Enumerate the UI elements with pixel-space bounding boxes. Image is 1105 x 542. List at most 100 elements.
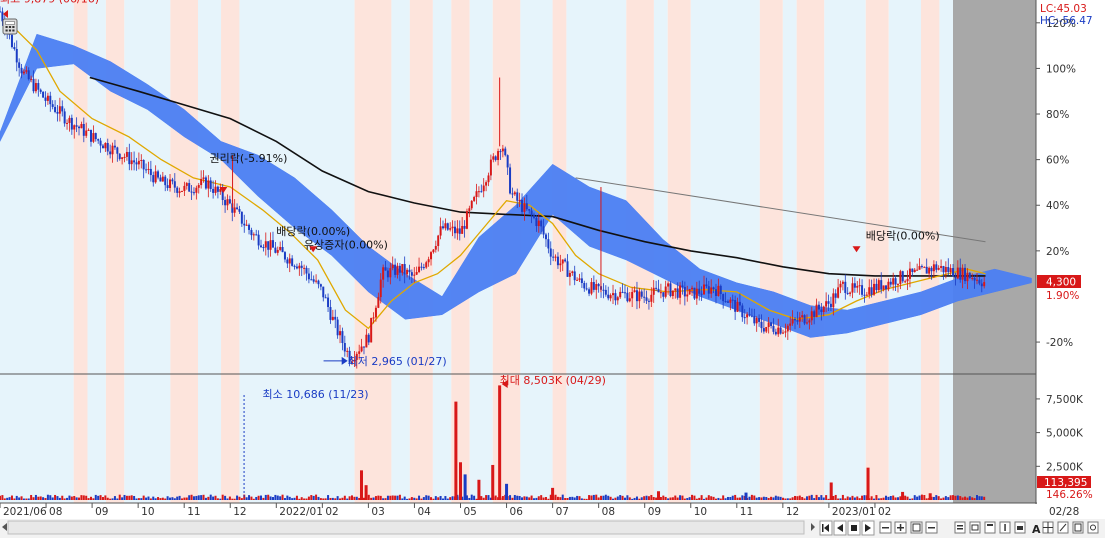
candle bbox=[489, 159, 492, 176]
candle bbox=[554, 256, 557, 258]
window-icon[interactable] bbox=[984, 521, 996, 534]
zoom-out-icon[interactable] bbox=[879, 521, 892, 534]
volume-bar bbox=[61, 495, 64, 500]
volume-bar bbox=[339, 498, 342, 500]
table-icon[interactable] bbox=[1072, 521, 1084, 534]
panel-icon[interactable] bbox=[1014, 521, 1026, 534]
volume-bar bbox=[940, 498, 943, 500]
volume-bar bbox=[937, 496, 940, 500]
candle bbox=[947, 266, 950, 273]
scroll-left-icon[interactable] bbox=[2, 523, 7, 531]
volume-bar bbox=[966, 497, 969, 500]
previous-page-button[interactable] bbox=[833, 520, 847, 536]
candle bbox=[580, 278, 583, 284]
volume-bar bbox=[683, 498, 686, 500]
volume-bar bbox=[585, 498, 588, 500]
volume-bar bbox=[432, 498, 435, 500]
candle bbox=[628, 298, 631, 302]
candle bbox=[633, 290, 636, 292]
volume-bar bbox=[705, 497, 708, 500]
settings-icon[interactable] bbox=[1087, 521, 1099, 534]
candle bbox=[896, 283, 899, 285]
candle bbox=[894, 278, 897, 285]
zoom-in-icon[interactable] bbox=[894, 521, 907, 534]
volume-bar bbox=[389, 495, 392, 500]
trendline[interactable] bbox=[575, 177, 986, 243]
candle bbox=[226, 199, 229, 206]
volume-bar bbox=[556, 496, 559, 500]
line-icon[interactable] bbox=[1057, 521, 1069, 534]
candle bbox=[61, 106, 64, 112]
candle bbox=[341, 331, 344, 344]
volume-bar bbox=[875, 495, 878, 500]
candle bbox=[568, 272, 571, 277]
candle bbox=[901, 271, 904, 282]
volume-bar bbox=[473, 495, 476, 500]
volume-bar bbox=[676, 497, 679, 500]
volume-bar bbox=[731, 495, 734, 500]
volume-bar bbox=[505, 483, 509, 500]
candle bbox=[133, 160, 136, 163]
zoom-reset-icon[interactable] bbox=[925, 521, 938, 534]
scroll-right-icon[interactable] bbox=[811, 523, 815, 531]
candle bbox=[269, 240, 272, 250]
volume-bar bbox=[18, 497, 21, 500]
volume-bar bbox=[30, 494, 33, 500]
volume-bar bbox=[662, 495, 665, 500]
volume-bar bbox=[829, 482, 833, 500]
candle bbox=[37, 83, 40, 90]
volume-bar bbox=[135, 498, 138, 500]
next-page-button[interactable] bbox=[861, 520, 875, 536]
candle bbox=[906, 278, 909, 282]
candle bbox=[324, 297, 327, 299]
zoom-fit-icon[interactable] bbox=[910, 521, 923, 534]
candle bbox=[260, 245, 263, 248]
candle bbox=[279, 247, 282, 250]
volume-bar bbox=[147, 496, 150, 500]
first-page-button[interactable] bbox=[819, 520, 833, 536]
compare-icon[interactable] bbox=[969, 521, 981, 534]
volume-bar bbox=[832, 496, 835, 500]
candle bbox=[274, 247, 277, 253]
candle bbox=[248, 224, 251, 230]
scroll-track[interactable] bbox=[7, 520, 805, 535]
candle bbox=[202, 177, 205, 179]
volume-bar bbox=[674, 495, 677, 500]
volume-bar bbox=[707, 495, 710, 500]
candle bbox=[257, 234, 260, 246]
candle bbox=[774, 331, 777, 335]
candle bbox=[863, 294, 866, 296]
candle bbox=[961, 267, 964, 280]
time-tick-label: 09 bbox=[648, 506, 661, 518]
volume-bar bbox=[671, 497, 674, 500]
candle bbox=[650, 294, 653, 302]
volume-bar bbox=[908, 498, 911, 500]
time-tick-label: 10 bbox=[694, 506, 707, 518]
layout-icon[interactable] bbox=[954, 521, 966, 534]
volume-bar bbox=[525, 496, 528, 500]
candle bbox=[157, 171, 160, 178]
volume-bar bbox=[178, 495, 181, 500]
volume-bar bbox=[307, 496, 310, 500]
volume-bar bbox=[925, 498, 928, 500]
volume-bar bbox=[336, 496, 339, 500]
volume-bar bbox=[516, 495, 519, 500]
candle bbox=[140, 159, 143, 161]
time-tick-label: 12 bbox=[233, 506, 246, 518]
calculator-icon[interactable] bbox=[2, 18, 18, 35]
candle bbox=[552, 256, 555, 258]
candlestick-series bbox=[0, 6, 986, 369]
split-icon[interactable] bbox=[999, 521, 1011, 534]
candle bbox=[516, 192, 519, 201]
candle bbox=[286, 259, 289, 264]
price-tick-label: 80% bbox=[1046, 109, 1069, 121]
candle bbox=[954, 276, 957, 279]
candle bbox=[820, 309, 823, 313]
candle bbox=[176, 187, 179, 193]
font-size-icon[interactable]: A bbox=[1032, 523, 1041, 536]
stop-button[interactable] bbox=[847, 520, 861, 536]
volume-bar bbox=[738, 497, 741, 500]
volume-bar bbox=[192, 496, 195, 500]
grid-icon[interactable] bbox=[1042, 521, 1054, 534]
